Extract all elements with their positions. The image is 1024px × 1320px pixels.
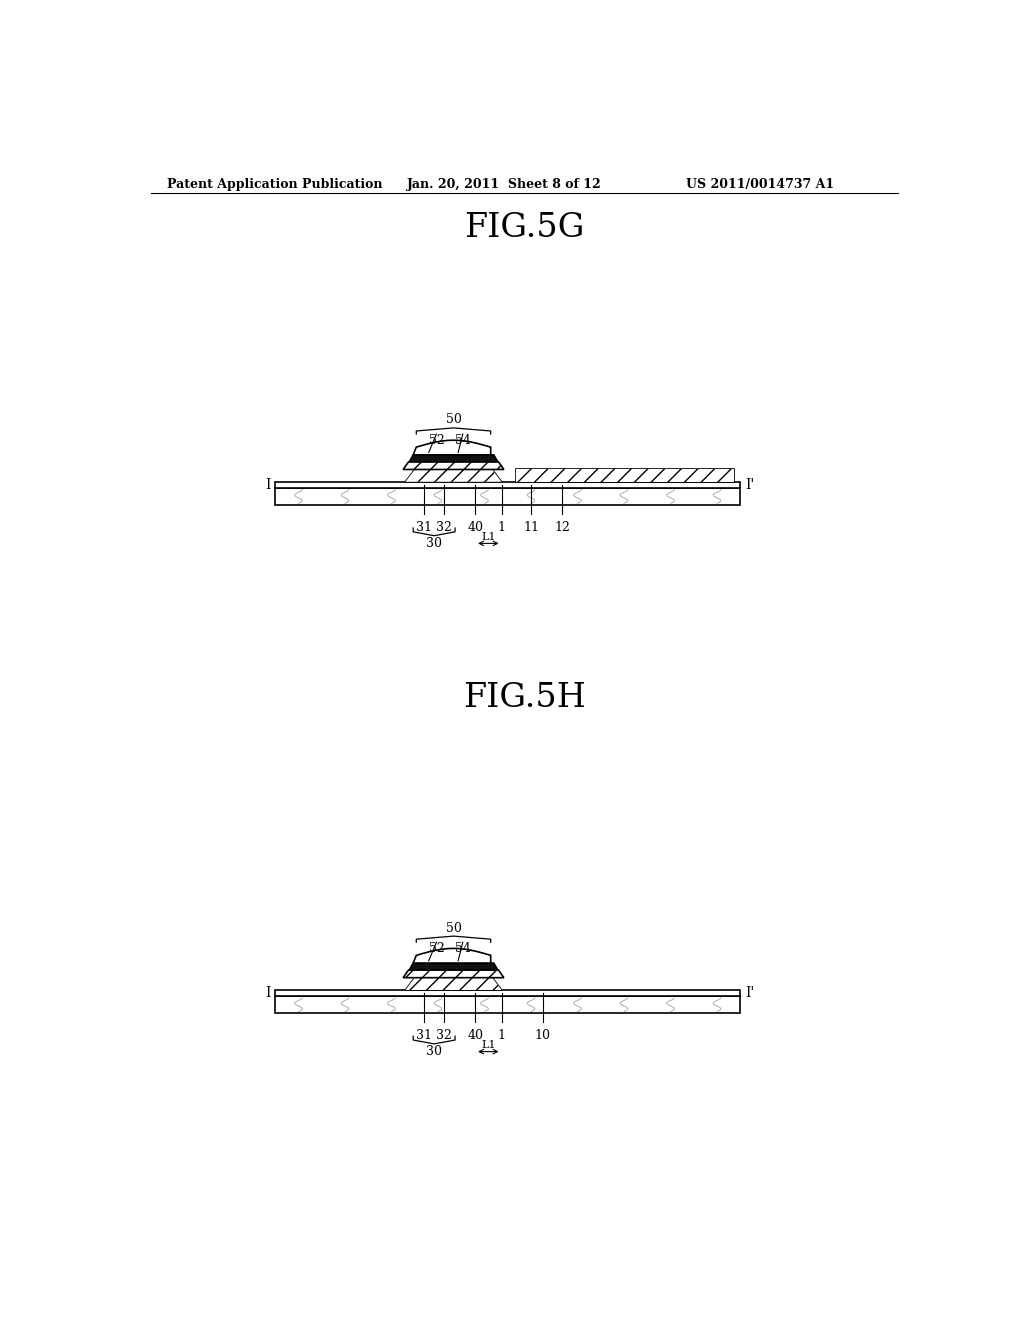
Bar — [515, 470, 734, 482]
Bar — [275, 990, 740, 997]
Text: US 2011/0014737 A1: US 2011/0014737 A1 — [686, 178, 835, 190]
Text: 40: 40 — [467, 521, 483, 535]
Text: Jan. 20, 2011  Sheet 8 of 12: Jan. 20, 2011 Sheet 8 of 12 — [407, 178, 602, 190]
Text: 12: 12 — [554, 521, 570, 535]
Polygon shape — [410, 964, 498, 970]
Bar — [515, 470, 734, 482]
Polygon shape — [406, 978, 502, 990]
Text: Patent Application Publication: Patent Application Publication — [167, 178, 382, 190]
Polygon shape — [406, 470, 502, 482]
Bar — [275, 488, 740, 506]
Text: L1: L1 — [481, 1040, 496, 1051]
Text: FIG.5H: FIG.5H — [464, 682, 586, 714]
Bar — [275, 482, 740, 488]
Text: FIG.5G: FIG.5G — [465, 213, 585, 244]
Text: 50: 50 — [445, 413, 462, 426]
Text: 50: 50 — [445, 921, 462, 935]
Text: I': I' — [744, 478, 754, 492]
Text: 30: 30 — [426, 537, 442, 550]
Text: 1: 1 — [498, 521, 506, 535]
Text: 31: 31 — [416, 1030, 432, 1043]
Bar — [275, 997, 740, 1014]
Text: 30: 30 — [426, 1045, 442, 1059]
Polygon shape — [410, 455, 498, 462]
Text: 40: 40 — [467, 1030, 483, 1043]
Polygon shape — [414, 441, 490, 455]
Text: 52: 52 — [429, 434, 444, 447]
Polygon shape — [403, 462, 504, 470]
Text: 54: 54 — [455, 942, 471, 956]
Text: I: I — [265, 986, 270, 1001]
Polygon shape — [406, 978, 502, 990]
Text: 31: 31 — [416, 521, 432, 535]
Polygon shape — [406, 470, 502, 482]
Text: 32: 32 — [436, 521, 453, 535]
Text: 11: 11 — [523, 521, 539, 535]
Text: I': I' — [744, 986, 754, 1001]
Text: 10: 10 — [535, 1030, 551, 1043]
Text: I: I — [265, 478, 270, 492]
Polygon shape — [414, 949, 490, 964]
Polygon shape — [403, 970, 504, 978]
Text: 54: 54 — [455, 434, 471, 447]
Text: 1: 1 — [498, 1030, 506, 1043]
Text: 32: 32 — [436, 1030, 453, 1043]
Text: 52: 52 — [429, 942, 444, 956]
Text: L1: L1 — [481, 532, 496, 543]
